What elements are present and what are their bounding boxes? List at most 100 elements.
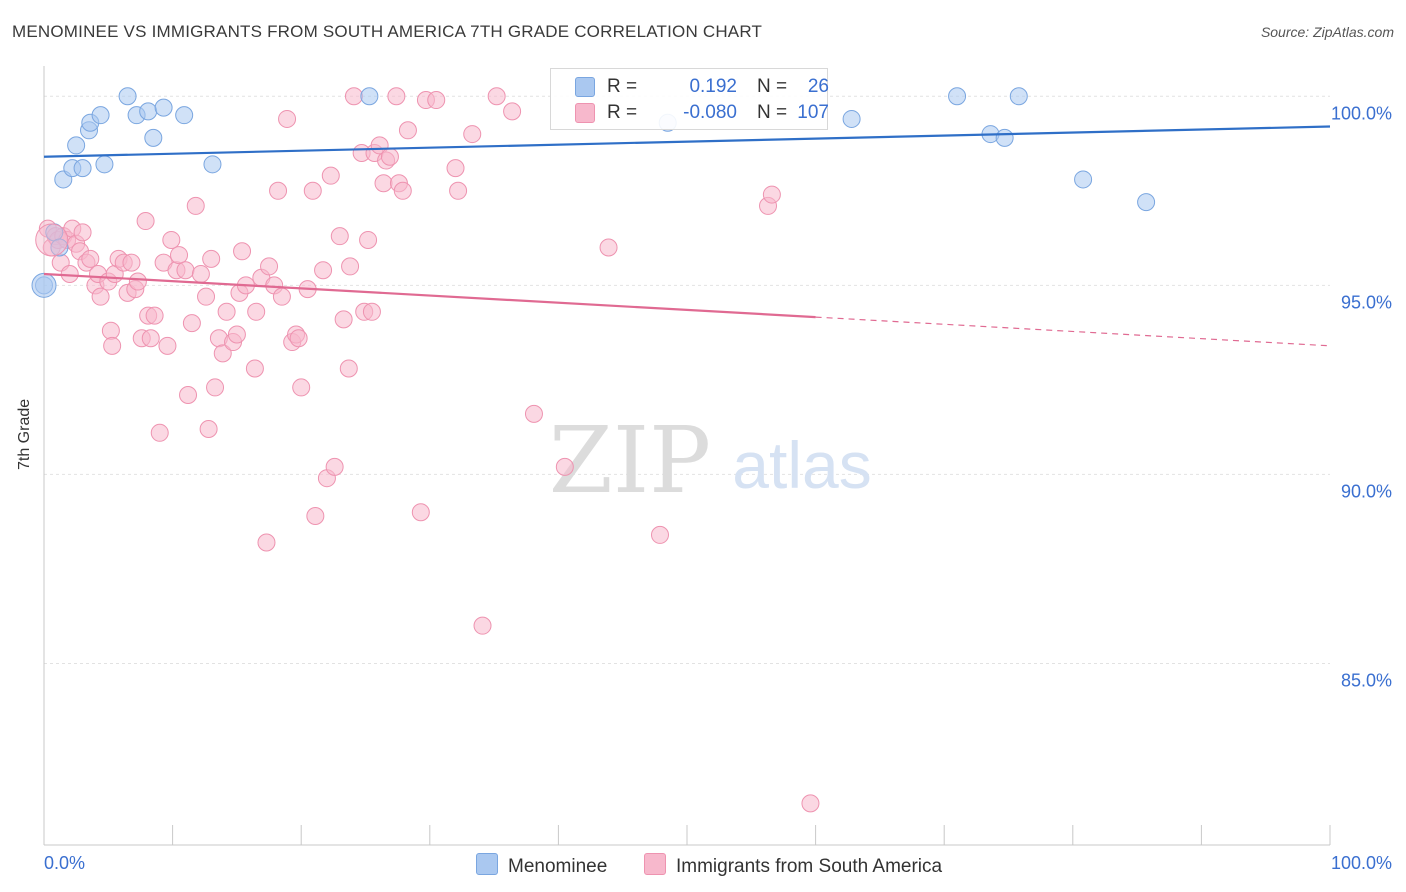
immigrants-point bbox=[182, 314, 201, 333]
watermark: ZIP atlas bbox=[549, 407, 872, 514]
trend-lines bbox=[43, 125, 1331, 347]
immigrants-point bbox=[524, 404, 543, 423]
immigrants-point bbox=[213, 344, 232, 363]
immigrants-point bbox=[555, 457, 574, 476]
bottom-legend-swatch-menominee bbox=[476, 853, 498, 875]
immigrants-point bbox=[141, 329, 160, 348]
immigrants-point bbox=[449, 181, 468, 200]
immigrants-point bbox=[217, 302, 236, 321]
legend-n-label: N = bbox=[757, 76, 788, 97]
y-tick-label: 100.0% bbox=[1331, 103, 1392, 123]
chart-title: MENOMINEE VS IMMIGRANTS FROM SOUTH AMERI… bbox=[12, 22, 763, 41]
immigrants-point bbox=[344, 87, 363, 106]
immigrants-point bbox=[245, 359, 264, 378]
immigrants-point bbox=[359, 230, 378, 249]
menominee-point bbox=[1137, 193, 1156, 212]
immigrants-point bbox=[257, 533, 276, 552]
legend-n-label: N = bbox=[757, 102, 788, 123]
y-tick-label: 90.0% bbox=[1341, 481, 1392, 501]
immigrants-point bbox=[202, 249, 221, 268]
immigrants-point bbox=[306, 507, 325, 526]
menominee-point bbox=[139, 102, 158, 121]
immigrants-point bbox=[199, 420, 218, 439]
legend-r-label: R = bbox=[607, 102, 638, 123]
immigrants-point bbox=[393, 181, 412, 200]
immigrants-point bbox=[374, 174, 393, 193]
menominee-point bbox=[948, 87, 967, 106]
immigrants-point bbox=[334, 310, 353, 329]
menominee-point bbox=[203, 155, 222, 174]
menominee-point bbox=[154, 98, 173, 117]
immigrants-point bbox=[122, 253, 141, 272]
immigrants-trend-line-extension bbox=[815, 316, 1331, 347]
immigrants-point bbox=[247, 302, 266, 321]
immigrants-point bbox=[801, 794, 820, 813]
immigrants-point bbox=[387, 87, 406, 106]
watermark-atlas: atlas bbox=[732, 428, 871, 502]
immigrants-point bbox=[650, 525, 669, 544]
y-tick-label: 95.0% bbox=[1341, 292, 1392, 312]
immigrants-point bbox=[158, 336, 177, 355]
immigrants-point bbox=[269, 181, 288, 200]
immigrants-point bbox=[60, 264, 79, 283]
immigrants-point bbox=[321, 166, 340, 185]
immigrants-point bbox=[162, 230, 181, 249]
axes bbox=[43, 66, 1331, 846]
immigrants-point bbox=[145, 306, 164, 325]
bottom-legend-menominee: Menominee bbox=[476, 853, 607, 878]
data-points bbox=[31, 87, 1156, 813]
immigrants-point bbox=[762, 185, 781, 204]
menominee-point bbox=[67, 136, 86, 155]
x-tick-label: 0.0% bbox=[44, 853, 85, 873]
immigrants-point bbox=[101, 321, 120, 340]
x-tick-label: 100.0% bbox=[1331, 853, 1392, 873]
watermark-zip: ZIP bbox=[549, 407, 711, 514]
tick-labels: 85.0% 90.0% 95.0% 100.0% 0.0% 100.0% bbox=[44, 103, 1392, 873]
immigrants-point bbox=[473, 616, 492, 635]
immigrants-point bbox=[170, 246, 189, 265]
immigrants-point bbox=[446, 159, 465, 178]
immigrants-point bbox=[227, 325, 246, 344]
immigrants-point bbox=[272, 287, 291, 306]
legend-swatch-menominee bbox=[575, 77, 595, 97]
immigrants-point bbox=[292, 378, 311, 397]
menominee-point bbox=[995, 128, 1014, 147]
menominee-point bbox=[118, 87, 137, 106]
immigrants-point bbox=[206, 378, 225, 397]
source-label: Source: ZipAtlas.com bbox=[1260, 24, 1394, 40]
menominee-point bbox=[50, 238, 69, 257]
immigrants-point bbox=[503, 102, 522, 121]
gridlines bbox=[44, 95, 1330, 664]
immigrants-point bbox=[303, 181, 322, 200]
menominee-trend-line bbox=[43, 125, 1331, 158]
menominee-point bbox=[842, 109, 861, 128]
y-tick-label: 85.0% bbox=[1341, 670, 1392, 690]
bottom-legend-label-menominee: Menominee bbox=[508, 856, 608, 877]
immigrants-point bbox=[599, 238, 618, 257]
menominee-point bbox=[1074, 170, 1093, 189]
immigrants-point bbox=[314, 261, 333, 280]
bottom-legend-immigrants: Immigrants from South America bbox=[644, 853, 942, 878]
immigrants-point bbox=[339, 359, 358, 378]
immigrants-point bbox=[330, 227, 349, 246]
immigrants-point bbox=[186, 196, 205, 215]
menominee-point bbox=[73, 159, 92, 178]
immigrants-point bbox=[197, 287, 216, 306]
legend-n-value: 26 bbox=[807, 76, 829, 97]
menominee-point bbox=[144, 128, 163, 147]
immigrants-point bbox=[136, 212, 155, 231]
immigrants-point bbox=[233, 242, 252, 261]
bottom-legend-swatch-immigrants bbox=[644, 853, 666, 875]
immigrants-point bbox=[289, 329, 308, 348]
immigrants-point bbox=[191, 264, 210, 283]
legend-swatch-immigrants bbox=[575, 103, 595, 123]
immigrants-point bbox=[81, 249, 100, 268]
immigrants-point-cluster bbox=[35, 223, 69, 257]
immigrants-point bbox=[398, 121, 417, 140]
immigrants-point bbox=[73, 223, 92, 242]
legend-r-value: 0.192 bbox=[689, 76, 737, 97]
immigrants-point bbox=[179, 385, 198, 404]
immigrants-point bbox=[463, 125, 482, 144]
immigrants-point bbox=[362, 302, 381, 321]
